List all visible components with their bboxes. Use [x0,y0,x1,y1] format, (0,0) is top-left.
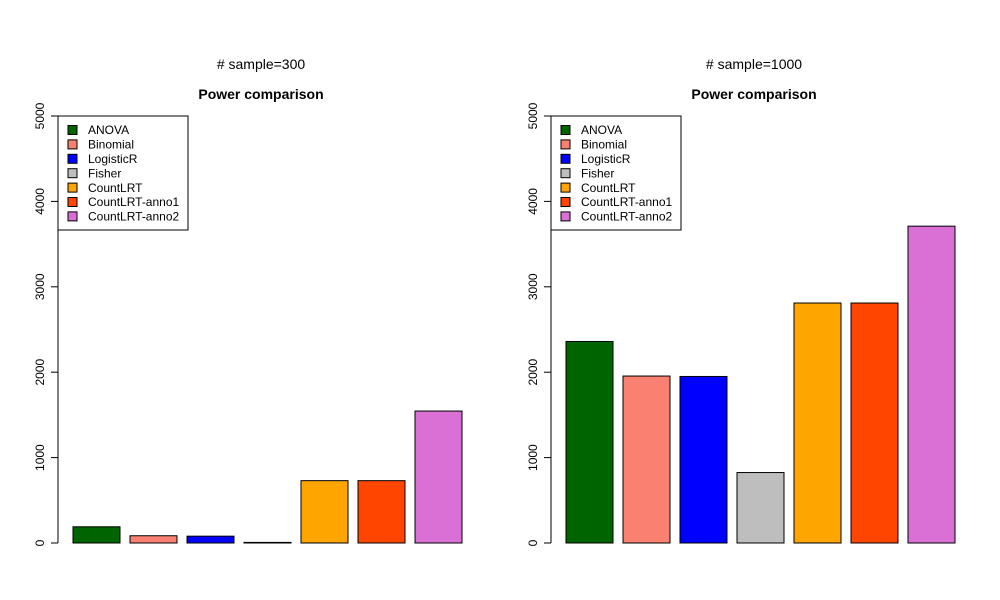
legend-swatch [67,182,78,193]
chart-subtitle: # sample=300 [217,56,306,72]
legend-swatch [560,125,571,135]
chart-title: Power comparison [198,86,323,102]
legend-label: Fisher [88,166,121,180]
bar-logisticr [679,375,728,544]
y-tick-label: 4000 [526,188,540,215]
bar-anova [72,526,121,544]
bar-logisticr [186,535,235,544]
legend-swatch [560,153,571,164]
bar-binomial [622,375,671,544]
y-tick-label: 0 [33,539,47,546]
bar-countlrt [793,302,842,544]
legend-label: CountLRT-anno1 [88,195,180,209]
legend-swatch [67,125,78,135]
legend-box [550,115,682,231]
bar-anova [565,340,614,544]
legend-swatch [560,211,571,222]
legend-swatch [560,168,571,179]
legend-label: ANOVA [88,123,129,137]
chart-subtitle: # sample=1000 [706,56,802,72]
legend-label: Fisher [581,166,614,180]
chart-panel-left: # sample=300 Power comparison 0 1000 2000 300… [33,56,463,546]
y-tick-label: 5000 [526,102,540,129]
y-tick-label: 1000 [526,444,540,471]
legend-label: CountLRT-anno2 [581,210,673,224]
y-tick-label: 3000 [33,273,47,300]
bar-countlrt-anno1 [850,302,899,544]
bar-countlrt-anno2 [907,225,956,544]
legend-swatch [67,211,78,222]
y-tick-label: 1000 [33,444,47,471]
bar-countlrt-anno1 [357,480,406,544]
legend-label: Binomial [581,138,627,152]
legend-swatch [67,139,78,150]
legend-box [57,115,189,231]
bar-binomial [129,535,178,544]
legend-label: Binomial [88,138,134,152]
legend-label: LogisticR [581,152,631,166]
legend-swatch [67,168,78,179]
bar-countlrt [300,480,349,544]
bar-fisher [243,541,292,544]
chart-panel-right: # sample=1000 Power comparison 0 1000 2000 30… [526,56,956,546]
legend-label: CountLRT-anno1 [581,195,673,209]
legend-swatch [560,139,571,150]
y-tick-label: 5000 [33,102,47,129]
y-tick-label: 2000 [526,359,540,386]
bar-countlrt-anno2 [414,410,463,544]
legend-label: CountLRT [581,181,636,195]
legend-swatch [67,153,78,164]
y-tick-label: 4000 [33,188,47,215]
y-tick-label: 2000 [33,359,47,386]
legend-swatch [560,182,571,193]
y-tick-label: 0 [526,539,540,546]
legend-label: LogisticR [88,152,138,166]
legend-swatch [560,197,571,207]
chart-title: Power comparison [691,86,816,102]
legend-swatch [67,197,78,207]
legend-label: ANOVA [581,123,622,137]
legend-label: CountLRT [88,181,143,195]
bar-fisher [736,472,785,544]
y-tick-label: 3000 [526,273,540,300]
legend-label: CountLRT-anno2 [88,210,180,224]
